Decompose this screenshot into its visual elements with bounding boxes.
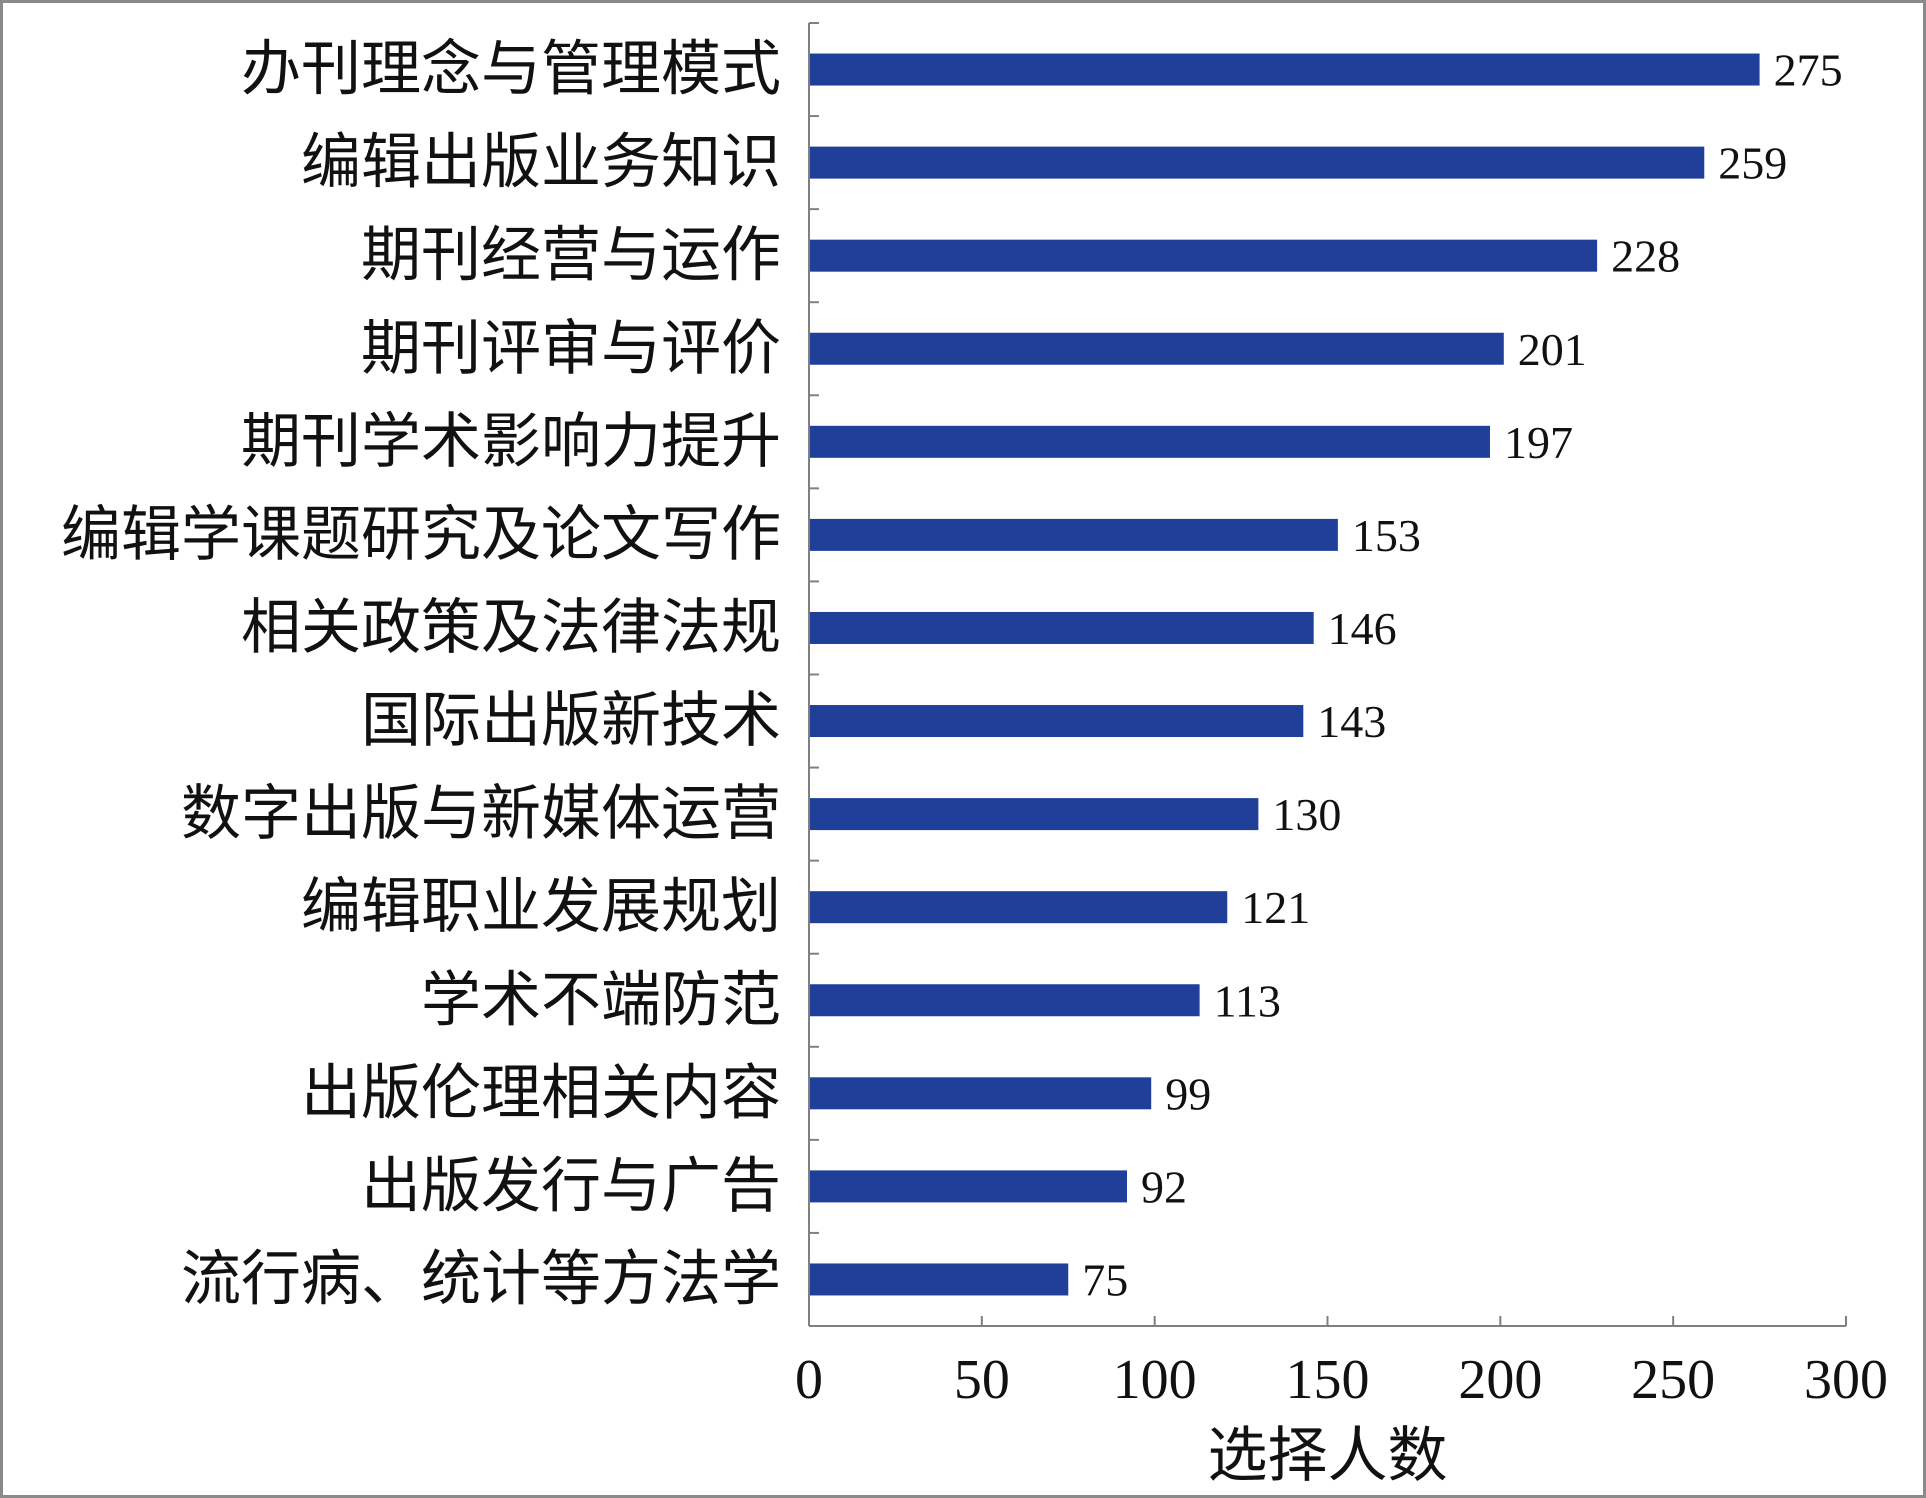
category-label: 编辑出版业务知识 (301, 128, 781, 198)
category-label: 办刊理念与管理模式 (241, 35, 781, 105)
category-label: 编辑学课题研究及论文写作 (61, 500, 781, 570)
category-label: 流行病、统计等方法学 (181, 1244, 781, 1314)
data-label: 228 (1611, 231, 1680, 282)
category-label: 编辑职业发展规划 (301, 872, 781, 942)
data-label: 121 (1241, 882, 1310, 933)
x-tick-label: 0 (795, 1349, 823, 1411)
labels-layer: 办刊理念与管理模式 275 编辑出版业务知识 259 期刊经营与运作 228 期刊评审与评价… (61, 35, 1888, 1411)
data-label: 197 (1504, 417, 1573, 468)
bar (809, 891, 1228, 924)
bar (809, 1077, 1152, 1110)
data-label: 92 (1141, 1161, 1187, 1212)
bar (809, 984, 1200, 1017)
data-label: 275 (1774, 45, 1843, 96)
bar (809, 425, 1490, 458)
data-label: 201 (1518, 324, 1587, 375)
axis-layer (808, 22, 1847, 1327)
bar (809, 798, 1259, 831)
bar (809, 611, 1314, 644)
bar (809, 705, 1304, 738)
category-label: 学术不端防范 (421, 965, 781, 1035)
x-tick-label: 300 (1804, 1349, 1888, 1411)
category-label: 期刊学术影响力提升 (241, 407, 781, 477)
category-label: 国际出版新技术 (361, 686, 781, 756)
x-tick-label: 150 (1286, 1349, 1370, 1411)
data-label: 146 (1328, 603, 1397, 654)
bar (809, 518, 1338, 551)
x-tick-label: 100 (1113, 1349, 1197, 1411)
x-tick-label: 50 (954, 1349, 1010, 1411)
bar (809, 1170, 1128, 1203)
data-label: 259 (1718, 138, 1787, 189)
x-tick-label: 200 (1458, 1349, 1542, 1411)
data-label: 130 (1272, 789, 1341, 840)
bar (809, 146, 1705, 179)
category-label: 期刊经营与运作 (361, 221, 781, 291)
data-label: 99 (1165, 1068, 1211, 1119)
data-label: 113 (1214, 975, 1281, 1026)
bar (809, 1263, 1069, 1296)
x-axis-title: 选择人数 (1208, 1421, 1448, 1491)
category-label: 出版伦理相关内容 (301, 1058, 781, 1128)
bar (809, 332, 1504, 365)
bar (809, 53, 1760, 86)
x-tick-label: 250 (1631, 1349, 1715, 1411)
data-label: 75 (1082, 1254, 1128, 1305)
category-label: 相关政策及法律法规 (241, 593, 781, 663)
data-label: 153 (1352, 510, 1421, 561)
bar-chart: 办刊理念与管理模式 275 编辑出版业务知识 259 期刊经营与运作 228 期刊评审与评价… (61, 22, 1888, 1491)
bar (809, 239, 1598, 272)
bars-layer (809, 53, 1760, 1296)
category-label: 出版发行与广告 (361, 1151, 781, 1221)
category-label: 期刊评审与评价 (361, 314, 781, 384)
category-label: 数字出版与新媒体运营 (181, 779, 781, 849)
data-label: 143 (1317, 696, 1386, 747)
